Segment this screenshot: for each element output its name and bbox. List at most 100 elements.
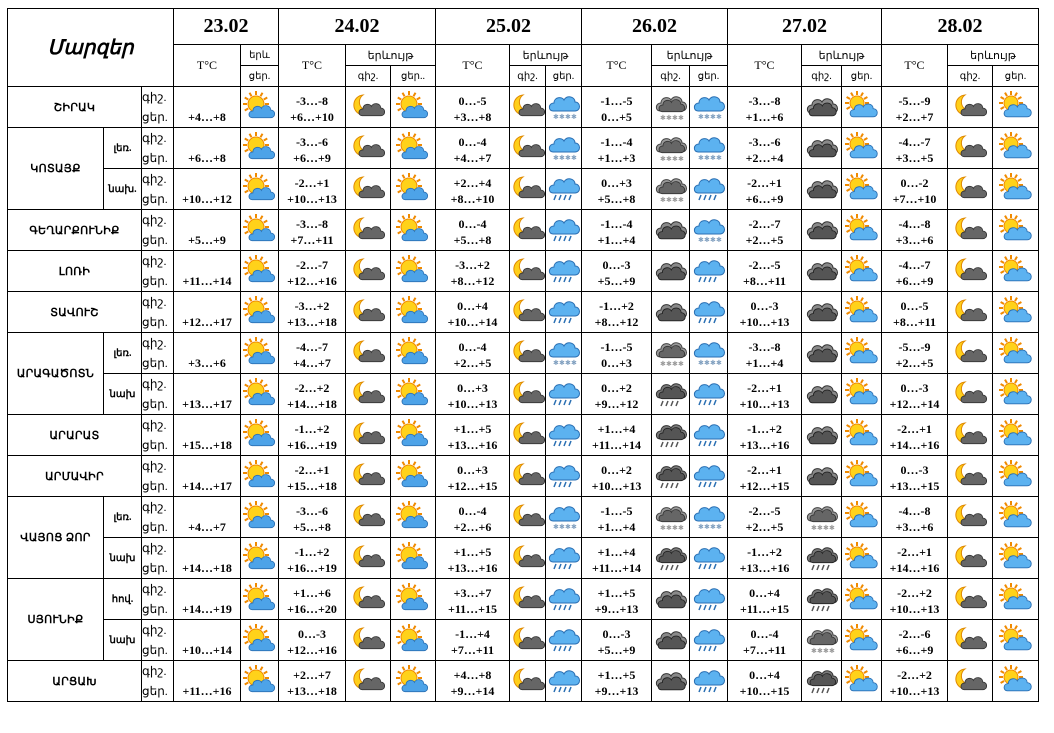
temperature-cell: 0…+3 +10…+13 xyxy=(435,373,510,415)
weather-icon-cell xyxy=(651,619,690,661)
snow-dark-icon: ✱ ✱ ✱ ✱ xyxy=(655,342,687,368)
temperature-cell: +1…+4 +11…+14 xyxy=(581,414,652,456)
weather-icon-cell xyxy=(240,496,279,538)
subregion-label: նախ. xyxy=(103,168,142,210)
svg-text:✱: ✱ xyxy=(811,647,817,655)
weather-icon-cell: ✱ ✱ ✱ ✱ xyxy=(651,168,690,210)
weather-icon-cell xyxy=(841,537,882,579)
snow-dark-icon: ✱ ✱ ✱ ✱ xyxy=(655,96,687,122)
region-name: ԼՈՌԻ xyxy=(7,250,142,292)
sun-cloud-icon xyxy=(998,624,1032,651)
sun-cloud-icon xyxy=(998,583,1032,610)
weather-icon-cell xyxy=(947,373,993,415)
moon-cloud-icon xyxy=(955,422,987,445)
table-row: նախ գիշ. ցեր. +10…+14 0…-3 +12…+16 -1…+4 +7…+… xyxy=(8,619,1039,661)
cloudy-icon xyxy=(655,221,687,240)
sun-cloud-icon xyxy=(844,337,878,364)
weather-icon-cell xyxy=(841,332,882,374)
weather-icon-cell xyxy=(390,414,436,456)
weather-icon-cell xyxy=(947,86,993,128)
weather-icon-cell xyxy=(345,660,391,702)
date-header: 23.02 xyxy=(173,8,279,45)
moon-cloud-icon xyxy=(353,258,385,281)
temperature-cell: -4…-7 +3…+5 xyxy=(881,127,948,169)
temperature-cell: -3…-6 +6…+9 xyxy=(278,127,346,169)
weather-icon-cell xyxy=(240,414,279,456)
weather-icon-cell xyxy=(345,291,391,333)
cloudy-icon xyxy=(806,139,838,158)
cloudy-icon xyxy=(655,303,687,322)
svg-text:✱: ✱ xyxy=(672,155,678,163)
sun-cloud-icon xyxy=(998,91,1032,118)
rain-icon xyxy=(548,178,580,201)
temperature-cell: +2…+7 +13…+18 xyxy=(278,660,346,702)
svg-text:✱: ✱ xyxy=(553,154,559,162)
sun-cloud-icon xyxy=(998,255,1032,282)
moon-cloud-icon xyxy=(353,545,385,568)
svg-text:✱: ✱ xyxy=(660,360,666,368)
sun-cloud-icon xyxy=(844,132,878,159)
cloudy-icon xyxy=(806,467,838,486)
temperature-cell: +14…+17 xyxy=(173,455,241,497)
rain-icon xyxy=(548,547,580,570)
moon-cloud-icon xyxy=(353,668,385,691)
weather-icon-cell xyxy=(345,332,391,374)
cloudy-icon xyxy=(655,590,687,609)
svg-text:✱: ✱ xyxy=(571,154,577,162)
day-header: ցեր. xyxy=(240,65,279,87)
sun-partly-icon xyxy=(242,624,275,652)
rain-icon xyxy=(693,670,725,693)
weather-icon-cell xyxy=(689,250,728,292)
cloudy-icon xyxy=(806,262,838,281)
moon-cloud-icon xyxy=(955,94,987,117)
weather-icon-cell xyxy=(841,619,882,661)
sun-partly-icon xyxy=(242,91,275,119)
temperature-cell: 0…+2 +10…+13 xyxy=(581,455,652,497)
weather-icon-cell xyxy=(509,455,546,497)
weather-icon-cell xyxy=(947,619,993,661)
table-row: ԿՈՏԱՅՔ լեռ. գիշ. ցեր. +6…+8 -3…-6 +6…+9 0…-4 +… xyxy=(7,127,1039,210)
table-row: նախ գիշ. ցեր. +13…+17 -2…+2 +14…+18 0…+3 +10…… xyxy=(8,373,1039,415)
weather-icon-cell xyxy=(801,455,842,497)
temperature-cell: -2…+1 +6…+9 xyxy=(727,168,802,210)
temperature-cell: -1…-4 +1…+3 xyxy=(581,127,652,169)
temperature-cell: +1…+5 +9…+13 xyxy=(581,578,652,620)
moon-cloud-icon xyxy=(512,176,545,199)
region-name: ԱՐԱՐԱՏ xyxy=(7,414,142,456)
weather-icon-cell xyxy=(509,496,546,538)
svg-text:✱: ✱ xyxy=(710,523,716,531)
moon-cloud-icon xyxy=(512,422,545,445)
weather-icon-cell xyxy=(992,578,1039,620)
weather-icon-cell xyxy=(390,496,436,538)
temperature-cell: -4…-8 +3…+6 xyxy=(881,209,948,251)
moon-cloud-icon xyxy=(955,176,987,199)
temperature-cell: -2…-5 +8…+11 xyxy=(727,250,802,292)
temperature-cell: 0…-4 +5…+8 xyxy=(435,209,510,251)
weather-icon-cell xyxy=(992,250,1039,292)
temperature-cell: +15…+18 xyxy=(173,414,241,456)
svg-text:✱: ✱ xyxy=(698,154,704,162)
weather-icon-cell xyxy=(345,86,391,128)
sun-cloud-icon xyxy=(998,132,1032,159)
temperature-cell: +14…+19 xyxy=(173,578,241,620)
temperature-cell: +13…+17 xyxy=(173,373,241,415)
temperature-cell: 0…-4 +7…+11 xyxy=(727,619,802,661)
weather-icon-cell: ✱ ✱ ✱ ✱ xyxy=(545,496,582,538)
weather-icon-cell xyxy=(345,168,391,210)
sleet-icon: ✱ ✱ ✱ ✱ xyxy=(548,96,580,121)
rain-icon xyxy=(548,465,580,488)
weather-icon-cell xyxy=(240,250,279,292)
svg-text:✱: ✱ xyxy=(565,113,571,121)
temperature-cell: +3…+7 +11…+15 xyxy=(435,578,510,620)
svg-text:✱: ✱ xyxy=(829,524,835,532)
weather-icon-cell xyxy=(240,660,279,702)
table-row: ՎԱՅՈՑ ՁՈՐ լեռ. գիշ. ցեր. +4…+7 -3…-6 +5…+8 0…-… xyxy=(7,496,1039,579)
period-labels: գիշ. ցեր. xyxy=(141,291,174,333)
rain-dark-icon xyxy=(806,547,838,571)
sun-partly-icon xyxy=(396,255,429,283)
period-labels: գիշ. ցեր. xyxy=(141,332,174,374)
weather-icon-cell xyxy=(651,373,690,415)
weather-icon-cell xyxy=(345,127,391,169)
svg-text:✱: ✱ xyxy=(823,647,829,655)
weather-icon-cell xyxy=(390,127,436,169)
